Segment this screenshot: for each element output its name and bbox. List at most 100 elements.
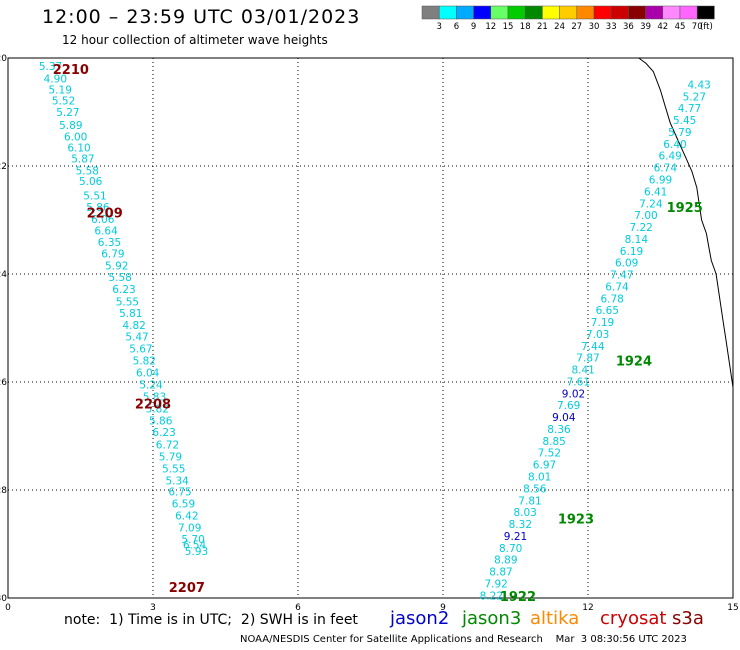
wave-height-label: 8.85 [542, 436, 565, 448]
time-label: 2210 [53, 63, 89, 78]
color-scale-label: 33 [606, 22, 617, 32]
time-label: 1922 [500, 590, 536, 605]
color-scale-label: 27 [571, 22, 582, 32]
satellite-legend-altika: altika [530, 608, 580, 629]
color-scale-label: 15 [503, 22, 514, 32]
color-scale-cell [421, 5, 440, 20]
color-scale-cell [645, 5, 664, 20]
x-tick-label: 0 [5, 603, 11, 613]
wave-height-label: 8.87 [489, 567, 512, 579]
wave-height-label: 6.23 [112, 284, 135, 296]
time-label: 2207 [169, 581, 205, 596]
wave-height-label: 7.92 [484, 578, 507, 590]
wave-height-label: 7.19 [591, 317, 614, 329]
time-label: 1924 [616, 354, 652, 369]
color-scale-label: 24 [554, 22, 565, 32]
subtitle: 12 hour collection of altimeter wave hei… [62, 33, 328, 47]
satellite-legend-s3a: s3a [672, 608, 704, 629]
wave-height-label: 6.42 [175, 510, 198, 522]
satellite-legend-jason2: jason2 [390, 608, 450, 629]
wave-height-label: 5.86 [86, 202, 110, 214]
color-scale-cell [576, 5, 595, 20]
wave-height-label: 6.97 [533, 460, 556, 472]
time-label: 2208 [135, 398, 171, 413]
wave-height-label: 8.01 [528, 472, 551, 484]
wave-height-label: 4.82 [122, 320, 145, 332]
color-scale-cell [593, 5, 612, 20]
wave-height-label: 5.24 [139, 380, 163, 392]
footer-note: note: 1) Time is in UTC; 2) SWH is in fe… [64, 612, 358, 628]
color-scale-cell [438, 5, 457, 20]
satellite-legend-cryosat: cryosat [600, 608, 667, 629]
wave-height-label: 6.64 [94, 225, 118, 237]
y-tick-label: -24 [0, 270, 7, 280]
wave-height-label: 9.02 [562, 388, 585, 400]
color-scale-label: 39 [640, 22, 651, 32]
wave-height-label: 8.32 [509, 519, 532, 531]
wave-height-label: 8.03 [513, 507, 536, 519]
wave-height-label: 5.79 [668, 127, 691, 139]
credit-line: NOAA/NESDIS Center for Satellite Applica… [240, 634, 687, 645]
wave-height-label: 7.09 [178, 522, 201, 534]
wave-height-label: 5.06 [79, 176, 103, 188]
wave-height-label: 6.78 [600, 293, 623, 305]
wave-height-label: 8.36 [547, 424, 571, 436]
wave-height-label: 7.87 [576, 353, 599, 365]
wave-height-label: 5.82 [133, 355, 156, 367]
color-scale-cell [628, 5, 646, 20]
x-tick-label: 9 [440, 603, 446, 613]
wave-height-label: 6.74 [654, 163, 678, 175]
time-label: 1923 [558, 513, 594, 528]
y-tick-label: -30 [0, 594, 7, 604]
wave-height-label: 5.87 [71, 153, 94, 165]
wave-height-label: 6.99 [649, 175, 672, 187]
wave-height-label: 6.75 [168, 487, 191, 499]
color-scale-label: 45 [675, 22, 686, 32]
wave-height-label: 8.22 [480, 590, 503, 602]
wave-height-label: 5.86 [149, 415, 173, 427]
wave-height-label: 8.70 [499, 543, 522, 555]
color-scale-cell [559, 5, 578, 20]
wave-height-label: 6.72 [156, 440, 179, 452]
color-scale-label: 18 [520, 22, 531, 32]
wave-height-label: 5.79 [159, 452, 182, 464]
color-scale-cell [473, 5, 492, 20]
wave-height-label: 9.21 [504, 531, 527, 543]
wave-height-label: 5.19 [49, 84, 72, 96]
wave-height-label: 7.44 [581, 341, 605, 353]
wave-height-label: 5.27 [56, 107, 79, 119]
wave-height-label: 5.51 [83, 191, 106, 203]
wave-height-label: 5.92 [105, 260, 128, 272]
wave-height-label: 6.19 [620, 246, 643, 258]
color-scale-cell [696, 5, 715, 20]
wave-height-label: 8.41 [571, 365, 594, 377]
wave-height-label: 5.70 [181, 534, 204, 546]
wave-height-label: 6.74 [605, 281, 629, 293]
y-tick-label: -26 [0, 378, 7, 388]
color-scale-label: 36 [623, 22, 634, 32]
wave-height-label: 5.34 [165, 475, 189, 487]
wave-height-label: 5.55 [162, 463, 185, 475]
color-scale-cell [679, 5, 698, 20]
color-scale-unit: (ft) [700, 22, 713, 32]
x-tick-label: 6 [295, 603, 301, 613]
wave-height-label: 5.82 [146, 403, 169, 415]
color-scale-cell [490, 5, 509, 20]
wave-height-label: 6.06 [91, 214, 115, 226]
color-scale-label: 12 [485, 22, 496, 32]
color-scale-label: 9 [471, 22, 476, 32]
wave-height-label: 7.24 [639, 198, 663, 210]
wave-height-label: 9.04 [552, 412, 576, 424]
wave-height-label: 7.00 [634, 210, 657, 222]
y-tick-label: -28 [0, 486, 7, 496]
wave-height-label: 5.93 [185, 546, 208, 558]
wave-height-label: 5.55 [116, 297, 139, 309]
wave-height-label: 7.47 [610, 270, 633, 282]
plot-frame [7, 57, 734, 599]
wave-height-label: 7.69 [557, 400, 580, 412]
wave-height-label: 6.54 [183, 540, 207, 552]
wave-height-label: 8.56 [523, 483, 547, 495]
wave-height-label: 5.89 [59, 120, 82, 132]
